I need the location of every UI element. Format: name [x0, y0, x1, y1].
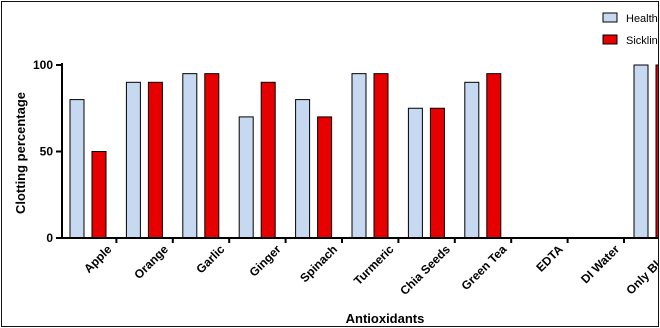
bar-health-green-tea — [464, 81, 480, 239]
bar-sicklin-chia-seeds — [429, 107, 445, 239]
bar-health-ginger — [238, 116, 254, 239]
x-tick-label: EDTA — [533, 242, 566, 275]
bar-sicklin-only-blood — [655, 64, 658, 239]
y-axis-title: Clotting percentage — [13, 92, 28, 214]
x-tick-label: Spinach — [297, 242, 340, 285]
bar-health-garlic — [182, 73, 198, 239]
x-tick-label: Ginger — [246, 242, 283, 279]
x-tick-label: Apple — [81, 242, 115, 276]
x-tick-label: Chia Seeds — [397, 242, 453, 298]
x-axis-title: Antioxidants — [346, 311, 425, 326]
legend-swatch-health — [602, 12, 618, 23]
bar-health-orange — [125, 81, 141, 239]
bar-health-only-blood — [633, 64, 649, 239]
bar-health-spinach — [295, 99, 311, 239]
bar-sicklin-orange — [147, 81, 163, 239]
x-tick-label: Orange — [131, 242, 171, 282]
y-tick-label: 50 — [40, 145, 54, 159]
bar-health-turmeric — [351, 73, 367, 239]
legend-swatch-sicklin — [602, 34, 618, 45]
bar-health-apple — [69, 99, 85, 239]
y-tick-label: 0 — [46, 231, 53, 245]
x-tick-label: Garlic — [193, 242, 227, 276]
legend-label-health: Health — [626, 13, 658, 25]
bar-sicklin-spinach — [317, 116, 333, 239]
bar-sicklin-ginger — [260, 81, 276, 239]
bar-sicklin-apple — [91, 151, 107, 239]
bar-sicklin-garlic — [204, 73, 220, 239]
x-tick-label: Only Blood — [623, 242, 659, 297]
y-tick-label: 100 — [33, 58, 53, 72]
bar-sicklin-green-tea — [486, 73, 502, 239]
x-tick-label: Green Tea — [459, 242, 510, 293]
bars-group — [69, 64, 658, 239]
bar-sicklin-turmeric — [373, 73, 389, 239]
y-ticks-group: 0 50 100 — [33, 58, 62, 245]
bar-health-chia-seeds — [407, 107, 423, 239]
legend: Health Sicklin — [602, 12, 658, 47]
x-tick-label: Turmeric — [351, 242, 397, 288]
legend-label-sicklin: Sicklin — [626, 35, 658, 47]
x-ticks-group: Apple Orange Garlic Ginger Spinach Turmeric Ch… — [81, 238, 659, 298]
x-tick-label: DI Water — [578, 242, 622, 286]
